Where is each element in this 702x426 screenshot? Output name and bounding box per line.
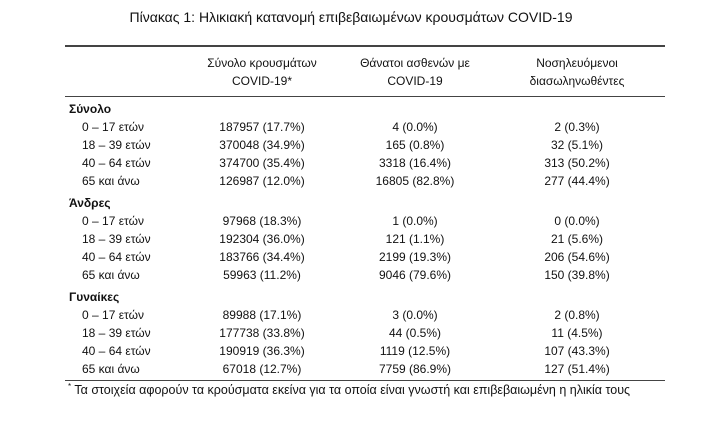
age-group-label: 40 – 64 ετών (82, 156, 151, 170)
table-row: 65 και άνω 126987 (12.0%) 16805 (82.8%) 277… (65, 172, 665, 190)
column-header-total-cases: Σύνολο κρουσμάτων COVID-19* (182, 54, 342, 90)
table-row: 18 – 39 ετών 177738 (33.8%) 44 (0.5%) 11 (4… (65, 324, 665, 342)
table-row: 18 – 39 ετών 370048 (34.9%) 165 (0.8%) 32 (… (65, 136, 665, 154)
table-cell: 97968 (18.3%) (222, 214, 302, 228)
table-cell: 190919 (36.3%) (219, 344, 305, 358)
age-group-label: 65 και άνω (82, 362, 140, 376)
table-cell: 192304 (36.0%) (219, 232, 305, 246)
table-cell: 107 (43.3%) (544, 344, 610, 358)
table-cell: 16805 (82.8%) (375, 174, 455, 188)
table-cell: 67018 (12.7%) (222, 362, 302, 376)
table-cell: 7759 (86.9%) (378, 362, 452, 376)
table-cell: 59963 (11.2%) (223, 268, 301, 282)
footnote: * Τα στοιχεία αφορούν τα κρούσματα εκείν… (68, 382, 630, 397)
bottom-rule (65, 380, 665, 381)
table-cell: 150 (39.8%) (544, 268, 610, 282)
table-cell: 2 (0.8%) (554, 308, 600, 322)
table-cell: 21 (5.6%) (550, 232, 604, 246)
column-header-deaths: Θάνατοι ασθενών με COVID-19 (335, 54, 495, 90)
age-group-label: 0 – 17 ετών (82, 308, 144, 322)
table-row: 18 – 39 ετών 192304 (36.0%) 121 (1.1%) 21 (… (65, 230, 665, 248)
table-cell: 0 (0.0%) (554, 214, 600, 228)
age-group-label: 65 και άνω (82, 268, 140, 282)
section-header: Σύνολο (69, 102, 112, 116)
table-row: 65 και άνω 67018 (12.7%) 7759 (86.9%) 127 (… (65, 360, 665, 378)
section-header: Γυναίκες (69, 290, 120, 304)
table-cell: 4 (0.0%) (392, 120, 438, 134)
table-cell: 2199 (19.3%) (378, 250, 452, 264)
column-header-intubated: Νοσηλευόμενοι διασωληνωθέντες (497, 54, 657, 90)
age-group-label: 40 – 64 ετών (82, 250, 151, 264)
table-row: 40 – 64 ετών 374700 (35.4%) 3318 (16.4%) 31… (65, 154, 665, 172)
header-line: COVID-19* (231, 74, 293, 88)
table-cell: 187957 (17.7%) (219, 120, 305, 134)
table-cell: 2 (0.3%) (554, 120, 600, 134)
table-cell: 1119 (12.5%) (379, 344, 451, 358)
table-row: 0 – 17 ετών 97968 (18.3%) 1 (0.0%) 0 (0.0%) (65, 212, 665, 230)
table-body: Σύνολο 0 – 17 ετών 187957 (17.7%) 4 (0.0%) 2… (65, 96, 665, 378)
table-cell: 44 (0.5%) (388, 326, 442, 340)
footnote-text: Τα στοιχεία αφορούν τα κρούσματα εκείνα … (74, 383, 631, 398)
table-cell: 183766 (34.4%) (219, 250, 305, 264)
header-line: COVID-19 (387, 74, 443, 88)
table-cell: 9046 (79.6%) (378, 268, 452, 282)
table-cell: 89988 (17.1%) (222, 308, 302, 322)
table-row: 40 – 64 ετών 190919 (36.3%) 1119 (12.5%) 10… (65, 342, 665, 360)
table-cell: 277 (44.4%) (544, 174, 610, 188)
table-cell: 126987 (12.0%) (219, 174, 305, 188)
table-row: 0 – 17 ετών 187957 (17.7%) 4 (0.0%) 2 (0.3%… (65, 118, 665, 136)
header-line: Σύνολο κρουσμάτων (207, 56, 317, 70)
age-group-label: 0 – 17 ετών (82, 120, 144, 134)
table-title: Πίνακας 1: Ηλικιακή κατανομή επιβεβαιωμέ… (129, 9, 573, 25)
age-group-label: 18 – 39 ετών (82, 232, 151, 246)
table-row: 0 – 17 ετών 89988 (17.1%) 3 (0.0%) 2 (0.8%) (65, 306, 665, 324)
table-cell: 32 (5.1%) (550, 138, 604, 152)
age-group-label: 0 – 17 ετών (82, 214, 144, 228)
table-cell: 127 (51.4%) (544, 362, 610, 376)
header-line: διασωληνωθέντες (529, 74, 625, 88)
table-cell: 313 (50.2%) (544, 156, 610, 170)
table-cell: 11 (4.5%) (551, 326, 603, 340)
table-row: 40 – 64 ετών 183766 (34.4%) 2199 (19.3%) 20… (65, 248, 665, 266)
section-header: Άνδρες (69, 196, 111, 210)
footnote-mark: * (68, 382, 72, 391)
table-cell: 177738 (33.8%) (219, 326, 305, 340)
table-cell: 206 (54.6%) (544, 250, 610, 264)
header-line: Θάνατοι ασθενών με (360, 56, 470, 70)
table-cell: 370048 (34.9%) (219, 138, 305, 152)
table-row: 65 και άνω 59963 (11.2%) 9046 (79.6%) 150 (… (65, 266, 665, 284)
table-cell: 3318 (16.4%) (378, 156, 452, 170)
age-group-label: 65 και άνω (82, 174, 140, 188)
header-rule (65, 96, 665, 97)
age-group-label: 40 – 64 ετών (82, 344, 151, 358)
table-cell: 121 (1.1%) (385, 232, 445, 246)
header-line: Νοσηλευόμενοι (536, 56, 618, 70)
table-cell: 165 (0.8%) (385, 138, 445, 152)
top-rule (65, 45, 665, 47)
table-cell: 374700 (35.4%) (219, 156, 305, 170)
age-group-label: 18 – 39 ετών (82, 326, 151, 340)
table-cell: 3 (0.0%) (392, 308, 438, 322)
age-group-label: 18 – 39 ετών (82, 138, 151, 152)
table-cell: 1 (0.0%) (392, 214, 438, 228)
